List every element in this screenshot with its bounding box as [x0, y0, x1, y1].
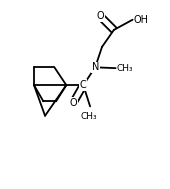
Text: N: N: [91, 62, 99, 72]
Text: O: O: [97, 11, 104, 21]
Text: CH₃: CH₃: [81, 112, 98, 121]
Text: OH: OH: [133, 15, 148, 25]
Text: C: C: [80, 80, 87, 90]
Text: O: O: [69, 98, 77, 108]
Text: CH₃: CH₃: [116, 64, 133, 73]
